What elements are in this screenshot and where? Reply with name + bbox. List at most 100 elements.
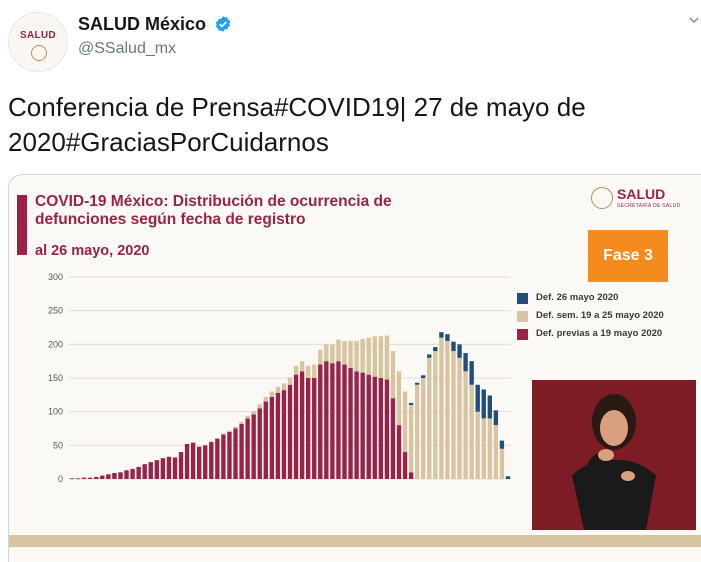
bar-segment — [318, 349, 323, 365]
bar-segment — [336, 361, 341, 479]
bar-segment — [287, 384, 293, 479]
bar-segment — [457, 357, 462, 479]
bar-segment — [166, 456, 172, 479]
bar-segment — [324, 344, 329, 362]
bar-segment — [299, 371, 305, 479]
bar-segment — [493, 425, 499, 479]
interpreter-figure — [572, 394, 656, 530]
bar-segment — [75, 478, 81, 480]
bar-segment — [293, 365, 299, 375]
bar-segment — [493, 410, 499, 426]
bar-segment — [408, 404, 414, 473]
y-tick-label: 300 — [48, 272, 63, 282]
bar-segment — [390, 398, 396, 479]
bar-segment — [190, 442, 196, 479]
bar-segment — [372, 376, 377, 479]
bar-segment — [233, 426, 238, 429]
bar-segment — [263, 401, 268, 479]
bar-segment — [257, 404, 262, 409]
bar-segment — [439, 337, 444, 479]
bar-segment — [221, 433, 226, 435]
bar-segment — [130, 468, 135, 479]
bar-segment — [245, 418, 250, 479]
bar-segment — [312, 378, 317, 479]
bar-segment — [342, 364, 347, 479]
legend-item: Def. sem. 19 a 25 mayo 2020 — [517, 309, 697, 327]
bar-segment — [269, 391, 275, 397]
bar-segment — [451, 341, 456, 352]
bar-segment — [88, 477, 93, 479]
bar-segment — [178, 452, 184, 479]
bar-segment — [160, 458, 166, 479]
bar-segment — [366, 337, 371, 375]
bar-segment — [505, 476, 511, 479]
bar-segment — [499, 448, 505, 479]
chart-legend: Def. 26 mayo 2020 Def. sem. 19 a 25 mayo… — [517, 291, 697, 345]
bar-segment — [221, 434, 226, 479]
bar-segment — [239, 423, 244, 479]
bar-segment — [136, 466, 141, 479]
legend-swatch — [517, 329, 528, 340]
bar-segment — [81, 477, 87, 479]
media-image[interactable]: COVID-19 México: Distribución de ocurren… — [8, 174, 701, 562]
bar-segment — [463, 371, 468, 479]
bar-segment — [414, 382, 420, 385]
legend-swatch — [517, 293, 528, 304]
bar-segment — [215, 438, 220, 479]
bar-segment — [287, 377, 293, 385]
sign-language-interpreter — [532, 380, 696, 530]
bar-segment — [106, 474, 111, 479]
bar-segment — [433, 351, 438, 479]
bar-segment — [197, 446, 202, 479]
bar-segment — [239, 421, 244, 424]
bar-segment — [124, 470, 129, 479]
bar-segment — [330, 344, 335, 364]
bar-segment — [275, 386, 281, 393]
slide-date: al 26 mayo, 2020 — [35, 243, 150, 259]
bar-segment — [112, 472, 117, 479]
seal-icon — [591, 187, 613, 209]
verified-badge-icon — [215, 16, 231, 32]
y-tick-label: 150 — [48, 373, 63, 383]
bar-segment — [299, 361, 305, 372]
bar-segment — [439, 332, 444, 338]
tweet-header: SALUD SALUD México @SSalud_mx — [0, 0, 701, 80]
salud-logo-text: SALUD — [617, 186, 666, 202]
y-tick-label: 50 — [53, 440, 63, 450]
bar-segment — [251, 410, 256, 415]
salud-logo: SALUD SECRETARÍA DE SALUD — [591, 185, 681, 215]
bar-segment — [227, 430, 232, 432]
bar-segment — [421, 375, 426, 378]
bar-segment — [451, 351, 456, 479]
bar-segment — [257, 408, 262, 479]
bar-segment — [172, 457, 178, 479]
bar-segment — [481, 418, 486, 479]
bar-segment — [408, 402, 414, 405]
bar-segment — [318, 364, 323, 479]
bar-segment — [305, 365, 311, 378]
avatar[interactable]: SALUD — [8, 12, 68, 72]
bar-segment — [251, 414, 256, 479]
bar-segment — [408, 472, 414, 479]
bar-segment — [348, 367, 353, 479]
salud-logo-subtext: SECRETARÍA DE SALUD — [617, 203, 681, 209]
bar-segment — [384, 379, 390, 479]
bar-segment — [324, 361, 329, 479]
legend-label: Def. 26 mayo 2020 — [536, 292, 619, 303]
display-name[interactable]: SALUD México — [78, 14, 207, 34]
legend-swatch — [517, 311, 528, 322]
bar-segment — [281, 383, 287, 391]
user-handle[interactable]: @SSalud_mx — [78, 40, 177, 57]
bar-segment — [445, 340, 450, 479]
bar-segment — [354, 371, 359, 479]
bar-segment — [305, 378, 311, 479]
bar-segment — [336, 339, 341, 362]
bar-segment — [354, 340, 359, 372]
bar-segment — [457, 344, 462, 358]
legend-label: Def. sem. 19 a 25 mayo 2020 — [536, 310, 664, 321]
chevron-down-icon[interactable] — [688, 14, 700, 26]
bar-segment — [269, 396, 275, 479]
bar-segment — [312, 364, 317, 378]
bar-segment — [475, 411, 480, 479]
avatar-logo: SALUD — [20, 30, 56, 41]
